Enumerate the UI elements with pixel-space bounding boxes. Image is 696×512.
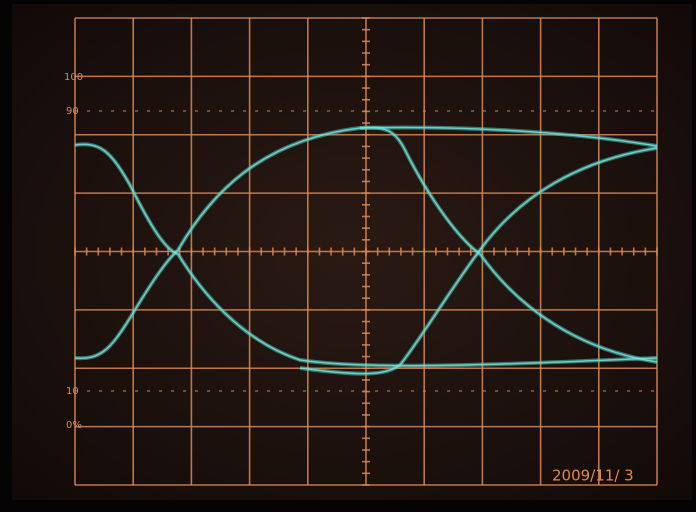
- graticule-label: 0%: [66, 420, 82, 431]
- graticule-label: 100: [64, 72, 83, 83]
- timestamp: 2009/11/ 3: [552, 467, 634, 485]
- graticule-label: 90: [66, 106, 79, 117]
- scope-screen: 100 90 10 0% 2009/11/ 3: [0, 0, 696, 512]
- graticule-label: 10: [66, 386, 79, 397]
